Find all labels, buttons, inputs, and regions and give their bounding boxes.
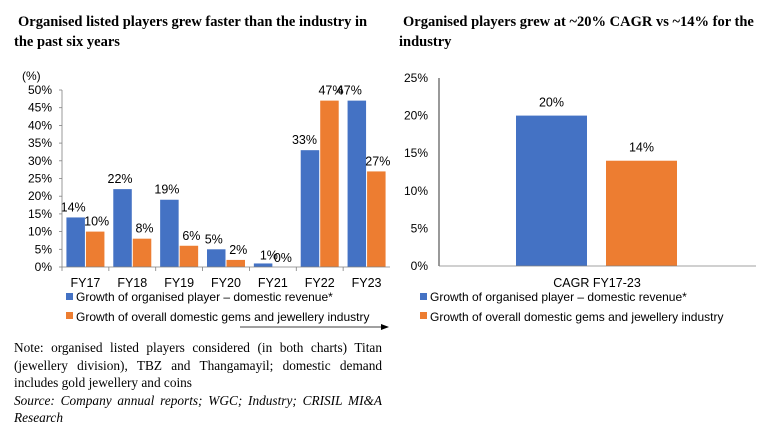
- left-axes: [59, 89, 390, 271]
- data-label-organised: 14%: [61, 200, 86, 214]
- bar-industry-fy20: [226, 259, 245, 267]
- data-label-organised: 47%: [337, 84, 362, 98]
- legend-label-organised: Growth of organised player – domestic re…: [430, 290, 687, 304]
- bar-industry-fy19: [179, 245, 199, 267]
- data-label-industry: 47%: [318, 84, 343, 98]
- right-data-labels: 20% 14%: [539, 96, 654, 155]
- data-label-industry: 14%: [629, 141, 654, 155]
- y-tick-label: 15%: [28, 207, 52, 221]
- legend-swatch-organised: [420, 293, 427, 300]
- left-chart: (%) 0%5%10%15%20%25%30%35%40%45%50% 14%1…: [22, 69, 390, 330]
- legend-swatch-organised: [66, 293, 73, 300]
- bar-organised-fy21: [253, 263, 273, 267]
- left-x-ticks: FY17 FY18 FY19 FY20 FY21 FY22 FY23: [70, 276, 381, 290]
- y-tick-label: 30%: [28, 154, 52, 168]
- left-data-labels: 14%10% 22% 8% 19% 6% 5% 2% 1%0% 33% 47%47% 27%: [61, 84, 391, 265]
- data-label-industry: 27%: [365, 154, 390, 168]
- legend-label-industry: Growth of overall domestic gems and jewe…: [76, 310, 369, 324]
- bar-industry-fy17: [85, 231, 105, 267]
- bar-organised-fy20: [207, 249, 226, 267]
- arrow-line: [240, 324, 389, 330]
- y-tick-label: 50%: [28, 83, 52, 97]
- arrow-head-icon: [381, 324, 389, 330]
- left-y-axis-label: (%): [22, 69, 41, 83]
- legend-label-organised: Growth of organised player – domestic re…: [76, 290, 333, 304]
- y-tick-label: 40%: [28, 118, 52, 132]
- footnote: Note: organised listed players considere…: [14, 339, 382, 427]
- y-tick-label: 0%: [411, 259, 429, 273]
- y-tick-label: 20%: [28, 189, 52, 203]
- right-bars: [516, 115, 677, 266]
- data-label-organised: 22%: [108, 172, 133, 186]
- y-tick-label: 15%: [404, 146, 428, 160]
- right-chart: 0% 5% 10% 15% 20% 25% 20% 14% CAGR FY17-23 Gro…: [404, 71, 756, 324]
- right-y-ticks: 0% 5% 10% 15% 20% 25%: [404, 71, 428, 273]
- legend-swatch-industry: [66, 312, 73, 319]
- x-tick-label: CAGR FY17-23: [553, 276, 641, 290]
- x-tick-label: FY20: [211, 276, 241, 290]
- bar-industry-fy22: [320, 100, 339, 268]
- data-label-industry: 2%: [229, 243, 247, 257]
- bar-industry-cagr: [606, 160, 677, 266]
- data-label-industry: 8%: [135, 222, 153, 236]
- bar-organised-fy19: [160, 199, 179, 267]
- left-y-ticks: 0% 5% 10% 15% 20% 25% 30% 35% 40% 45% 50%: [28, 83, 52, 274]
- right-legend: Growth of organised player – domestic re…: [420, 290, 723, 324]
- bar-industry-fy23: [367, 171, 386, 267]
- right-x-ticks: CAGR FY17-23: [553, 276, 641, 290]
- y-tick-label: 25%: [28, 172, 52, 186]
- y-tick-label: 10%: [404, 184, 428, 198]
- x-tick-label: FY21: [258, 276, 288, 290]
- left-chart-title: Organised listed players grew faster tha…: [14, 14, 368, 50]
- source-text: Source: Company annual reports; WGC; Ind…: [14, 392, 382, 426]
- x-tick-label: FY17: [70, 276, 100, 290]
- bar-organised-fy18: [113, 189, 132, 267]
- legend-swatch-industry: [420, 312, 427, 319]
- data-label-organised: 20%: [539, 96, 564, 110]
- legend-label-industry: Growth of overall domestic gems and jewe…: [430, 310, 723, 324]
- y-tick-label: 0%: [35, 260, 53, 274]
- data-label-organised: 33%: [292, 133, 317, 147]
- y-tick-label: 45%: [28, 101, 52, 115]
- x-tick-label: FY22: [305, 276, 335, 290]
- data-label-industry: 10%: [84, 215, 109, 229]
- x-tick-label: FY23: [352, 276, 382, 290]
- bar-organised-fy23: [347, 100, 367, 268]
- data-label-industry: 6%: [182, 229, 200, 243]
- y-tick-label: 35%: [28, 136, 52, 150]
- x-tick-label: FY18: [117, 276, 147, 290]
- bar-industry-fy18: [132, 238, 152, 267]
- right-chart-title: Organised players grew at ~20% CAGR vs ~…: [399, 14, 754, 50]
- data-label-organised: 19%: [154, 183, 179, 197]
- data-label-organised: 1%: [260, 248, 278, 262]
- bar-organised-fy22: [300, 150, 320, 267]
- y-tick-label: 25%: [404, 71, 428, 85]
- y-tick-label: 5%: [35, 242, 53, 256]
- bar-organised-cagr: [516, 115, 587, 266]
- y-tick-label: 10%: [28, 225, 52, 239]
- x-tick-label: FY19: [164, 276, 194, 290]
- y-tick-label: 20%: [404, 109, 428, 123]
- note-text: Note: organised listed players considere…: [14, 340, 382, 390]
- data-label-industry: 0%: [274, 251, 292, 265]
- left-bars: [66, 100, 386, 268]
- left-legend: Growth of organised player – domestic re…: [66, 290, 369, 324]
- right-axes: [438, 78, 756, 267]
- y-tick-label: 5%: [411, 221, 429, 235]
- data-label-organised: 5%: [205, 232, 223, 246]
- bar-organised-fy17: [66, 217, 85, 267]
